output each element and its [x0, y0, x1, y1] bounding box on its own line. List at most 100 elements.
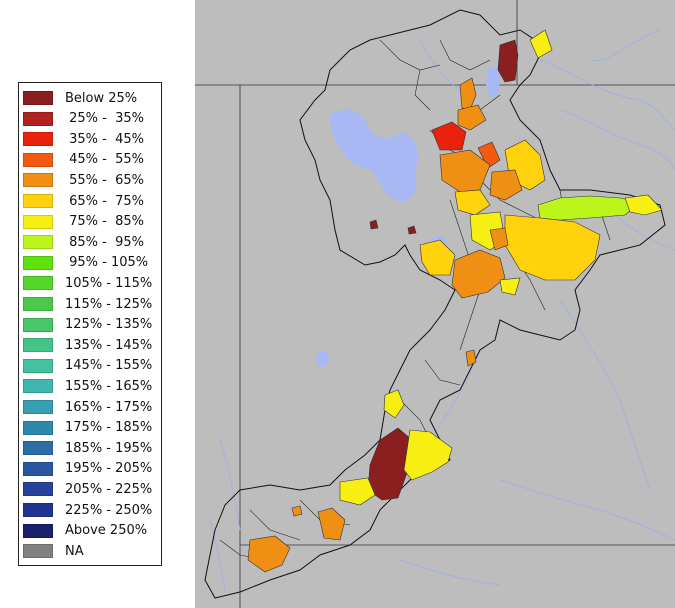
legend-swatch [23, 91, 53, 105]
legend-item: 175% - 185% [23, 418, 152, 438]
legend-swatch [23, 152, 53, 167]
legend-item: 155% - 165% [23, 376, 152, 396]
legend-label: NA [65, 543, 84, 559]
legend-label: 135% - 145% [65, 337, 153, 353]
legend-label: 175% - 185% [65, 420, 153, 436]
legend-item: 185% - 195% [23, 438, 152, 458]
legend-swatch [23, 400, 53, 414]
legend-item: 125% - 135% [23, 315, 152, 335]
basin-75-85-south-b [403, 429, 453, 481]
legend-swatch [23, 482, 53, 497]
legend-label: 85% - 95% [65, 234, 145, 250]
legend-label: 185% - 195% [65, 440, 153, 456]
basin-55-65-f [489, 227, 509, 251]
legend-swatch [23, 132, 53, 147]
legend-swatch [23, 461, 53, 476]
legend-label: Above 250% [65, 523, 148, 539]
legend-item: 195% - 205% [23, 459, 152, 479]
legend-label: 205% - 225% [65, 481, 153, 497]
legend-label: 155% - 165% [65, 378, 153, 394]
basin-below25-tiny-b [407, 225, 417, 235]
sevier-lake [316, 350, 330, 368]
basin-55-65-b [457, 104, 487, 131]
basin-below25-north [497, 39, 519, 83]
legend-swatch [23, 441, 53, 456]
legend-label: 25% - 35% [65, 111, 145, 127]
legend-item: 205% - 225% [23, 479, 152, 499]
legend-item: 225% - 250% [23, 500, 152, 520]
basin-65-75-b [454, 189, 491, 216]
basin-55-65-tiny [291, 505, 303, 517]
basin-65-75-c [504, 214, 601, 281]
legend-swatch [23, 173, 53, 188]
legend-label: 55% - 65% [65, 172, 145, 188]
legend-swatch [23, 523, 53, 538]
basin-55-65-small [465, 349, 477, 367]
basin-55-65-south-a [317, 507, 346, 541]
legend-label: 105% - 115% [65, 275, 153, 291]
basin-75-85-east [624, 194, 663, 216]
legend-label: 115% - 125% [65, 296, 153, 312]
legend-swatch [23, 338, 53, 353]
legend: Below 25% 25% - 35% 35% - 45% 45% - 55% … [18, 82, 162, 566]
legend-item: 25% - 35% [23, 109, 144, 129]
legend-label: 95% - 105% [65, 255, 149, 271]
legend-swatch [23, 235, 53, 250]
basin-below25-tiny [369, 219, 379, 230]
legend-label: 165% - 175% [65, 399, 153, 415]
basin-values [247, 29, 663, 573]
legend-swatch [23, 503, 53, 517]
legend-swatch [23, 420, 53, 435]
basin-65-75-d [419, 239, 456, 276]
state-boundaries [195, 0, 675, 608]
map-land-background [195, 0, 675, 608]
legend-item: 75% - 85% [23, 212, 144, 232]
basin-75-85-south-a [383, 389, 405, 419]
legend-item: 95% - 105% [23, 253, 148, 273]
legend-swatch [23, 544, 53, 559]
legend-item: 45% - 55% [23, 150, 144, 170]
legend-label: 125% - 135% [65, 317, 153, 333]
legend-item: NA [23, 541, 84, 561]
legend-label: 45% - 55% [65, 152, 145, 168]
legend-swatch [23, 317, 53, 332]
legend-swatch [23, 111, 53, 126]
basin-below25-south [367, 427, 413, 501]
legend-item: Above 250% [23, 521, 147, 541]
great-salt-lake [330, 109, 418, 202]
legend-swatch [23, 194, 53, 208]
legend-item: 65% - 75% [23, 191, 144, 211]
basin-35-45-a [431, 121, 467, 151]
legend-label: 145% - 155% [65, 358, 153, 374]
legend-swatch [23, 379, 53, 394]
bear-lake [486, 66, 500, 98]
legend-label: 195% - 205% [65, 461, 153, 477]
basin-55-65-d [489, 169, 523, 201]
legend-item: 55% - 65% [23, 170, 144, 190]
legend-item: 115% - 125% [23, 294, 152, 314]
legend-item: 35% - 45% [23, 129, 144, 149]
basin-55-65-south-b [247, 535, 291, 573]
legend-label: 35% - 45% [65, 131, 145, 147]
legend-label: 65% - 75% [65, 193, 145, 209]
basin-75-85-north [529, 29, 553, 59]
legend-item: 145% - 155% [23, 356, 152, 376]
legend-label: 225% - 250% [65, 502, 153, 518]
legend-swatch [23, 255, 53, 270]
basin-75-85-south-c [339, 477, 376, 506]
legend-item: 105% - 115% [23, 273, 152, 293]
legend-swatch [23, 297, 53, 311]
legend-swatch [23, 214, 53, 229]
legend-item: 135% - 145% [23, 335, 152, 355]
legend-label: 75% - 85% [65, 214, 145, 230]
legend-swatch [23, 276, 53, 291]
legend-item: 85% - 95% [23, 232, 144, 252]
basin-55-65-a [459, 77, 477, 111]
legend-item: 165% - 175% [23, 397, 152, 417]
basin-55-65-e [451, 249, 506, 299]
basin-75-85-d [499, 277, 521, 296]
legend-item: Below 25% [23, 88, 137, 108]
legend-swatch [23, 358, 53, 373]
legend-label: Below 25% [65, 90, 138, 106]
